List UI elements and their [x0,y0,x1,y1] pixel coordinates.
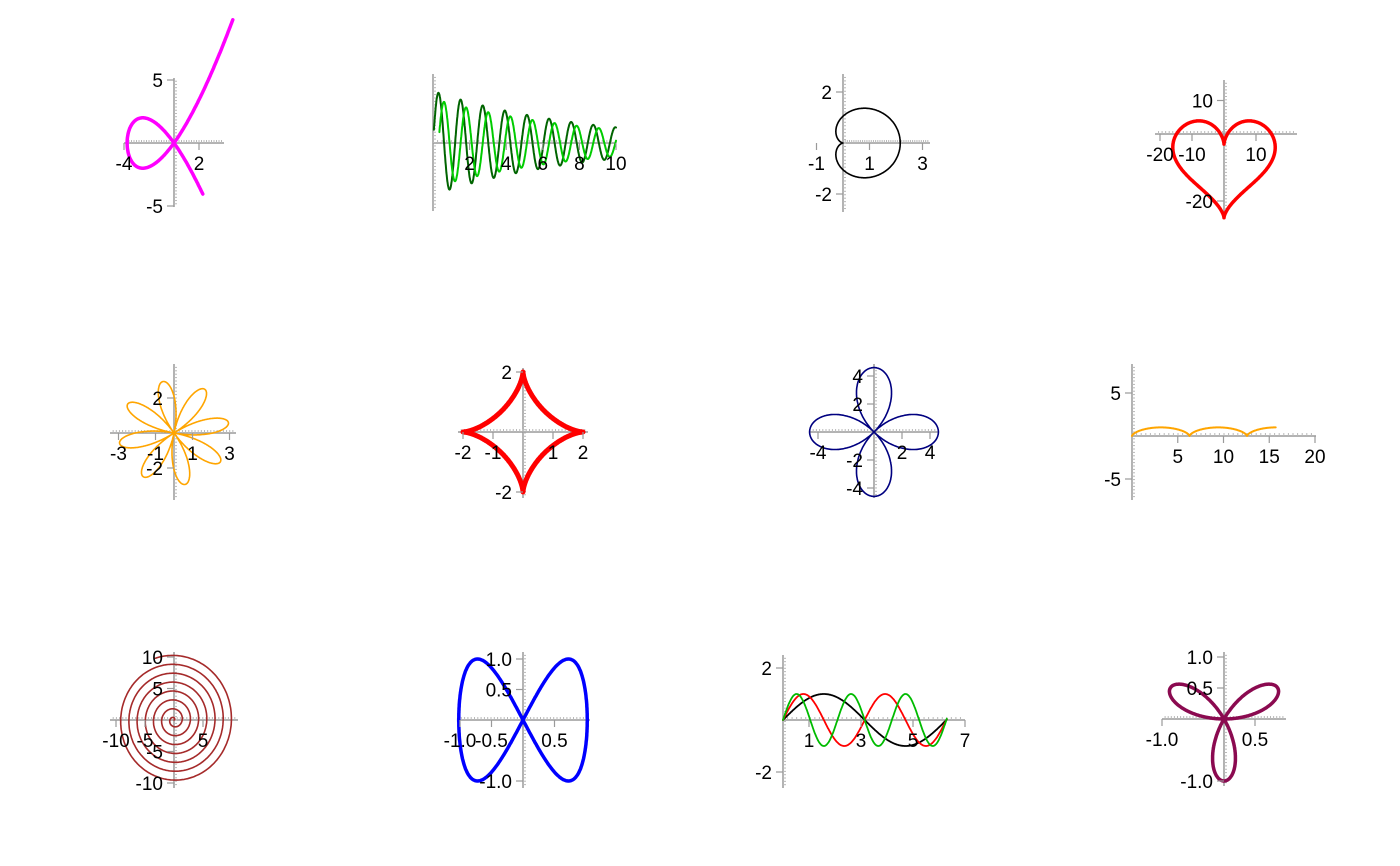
x-tick-label: -10 [1178,145,1205,166]
x-tick-label: 1 [548,443,559,464]
y-tick-label: 5 [152,71,163,92]
y-tick-label: 5 [1110,384,1121,405]
y-tick-label: 10 [1192,92,1213,113]
chart-panel-8: 5 10 15 20 5 -5 [1104,364,1326,500]
x-tick-label: 2 [578,443,589,464]
x-tick-label: 2 [897,443,908,464]
x-tick-label: 0.5 [1242,730,1268,751]
x-tick-label: -3 [110,444,127,465]
curve-series-1 [835,107,901,179]
y-tick-label: -2 [146,459,163,480]
x-tick-label: 3 [224,444,235,465]
x-tick-label: -20 [1146,145,1173,166]
chart-panel-7: -4 2 442-2-4 [808,364,940,500]
y-tick-label: 2 [821,83,832,104]
y-tick-label: -2 [755,763,772,784]
x-tick-label: 8 [574,154,585,175]
x-tick-label: -1.0 [444,731,477,752]
x-tick-label: 10 [1245,145,1266,166]
y-tick-label: -5 [146,197,163,218]
y-tick-label: -2 [495,483,512,504]
chart-panel-11: 1 3 5 7 2 -2 [755,655,970,788]
curve-series-1 [118,380,230,486]
y-tick-label: -10 [136,774,163,795]
y-tick-label: 0.5 [1187,679,1213,700]
x-tick-label: -10 [102,731,129,752]
x-tick-label: 5 [1172,447,1183,468]
y-tick-label: -1.0 [479,772,512,793]
x-tick-label: 2 [464,154,475,175]
x-tick-label: 10 [605,154,626,175]
x-tick-label: 5 [908,731,919,752]
x-tick-label: 0.5 [541,731,567,752]
x-tick-label: 20 [1304,447,1325,468]
x-tick-label: 4 [925,443,936,464]
x-tick-label: -1 [808,154,825,175]
y-tick-label: 5 [152,680,163,701]
y-tick-label: 4 [852,367,863,388]
x-tick-label: 10 [1213,447,1234,468]
x-tick-label: 4 [501,154,512,175]
y-tick-label: -2 [846,451,863,472]
x-tick-label: 15 [1259,447,1280,468]
x-tick-label: -2 [455,443,472,464]
x-tick-label: -5 [137,731,154,752]
chart-panel-5: -3 -1 1 3 2 -2 [110,364,236,500]
chart-panel-3: -1 1 3 2 -2 [808,74,930,212]
x-tick-label: 2 [194,154,205,175]
x-tick-label: -4 [116,154,133,175]
x-tick-label: 5 [198,731,209,752]
y-tick-label: -5 [1104,470,1121,491]
x-tick-label: -4 [810,443,827,464]
x-tick-label: 1 [804,731,815,752]
chart-panel-1: -4 2 5 -5 [116,18,235,218]
y-tick-label: -2 [815,185,832,206]
chart-panel-2: 2 4 6 8 10 [432,74,627,211]
curve-series-1 [1131,426,1277,437]
curve-series-1 [808,366,940,498]
x-tick-label: 1 [187,444,198,465]
x-tick-label: -1 [147,444,164,465]
x-tick-label: -1.0 [1146,730,1179,751]
y-tick-label: 2 [852,395,863,416]
curve-series-3 [782,693,948,747]
chart-panel-10: -1.0-0.5 0.51.00.5-1.0 [444,650,590,793]
curve-series-1 [1171,119,1277,220]
x-tick-label: -0.5 [475,731,508,752]
chart-panel-6: -2 -1 1 22-2 [455,363,589,504]
y-tick-label: 2 [152,389,163,410]
y-tick-label: -20 [1186,192,1213,213]
y-tick-label: 2 [761,659,772,680]
y-tick-label: 0.5 [486,681,512,702]
x-tick-label: 3 [917,154,928,175]
curve-series-1 [125,18,235,196]
x-tick-label: 3 [856,731,867,752]
x-tick-label: 1 [864,154,875,175]
y-tick-label: -5 [146,743,163,764]
chart-panel-9: -10 -5 5 10 5 -5 -10 [102,648,238,795]
y-tick-label: 1.0 [1187,648,1213,669]
y-tick-label: -4 [846,479,863,500]
curve-series-1 [119,654,233,781]
y-tick-label: -1.0 [1180,772,1213,793]
curve-series-1 [456,657,590,783]
y-tick-label: 1.0 [486,650,512,671]
x-tick-label: -1 [485,443,502,464]
x-tick-label: 7 [960,731,971,752]
x-tick-label: 6 [538,154,549,175]
chart-panel-12: -1.0 0.5 1.0 0.5 -1.0 [1146,648,1286,793]
y-tick-label: 10 [142,648,163,669]
y-tick-label: 2 [501,363,512,384]
curve-series-2 [438,100,617,183]
